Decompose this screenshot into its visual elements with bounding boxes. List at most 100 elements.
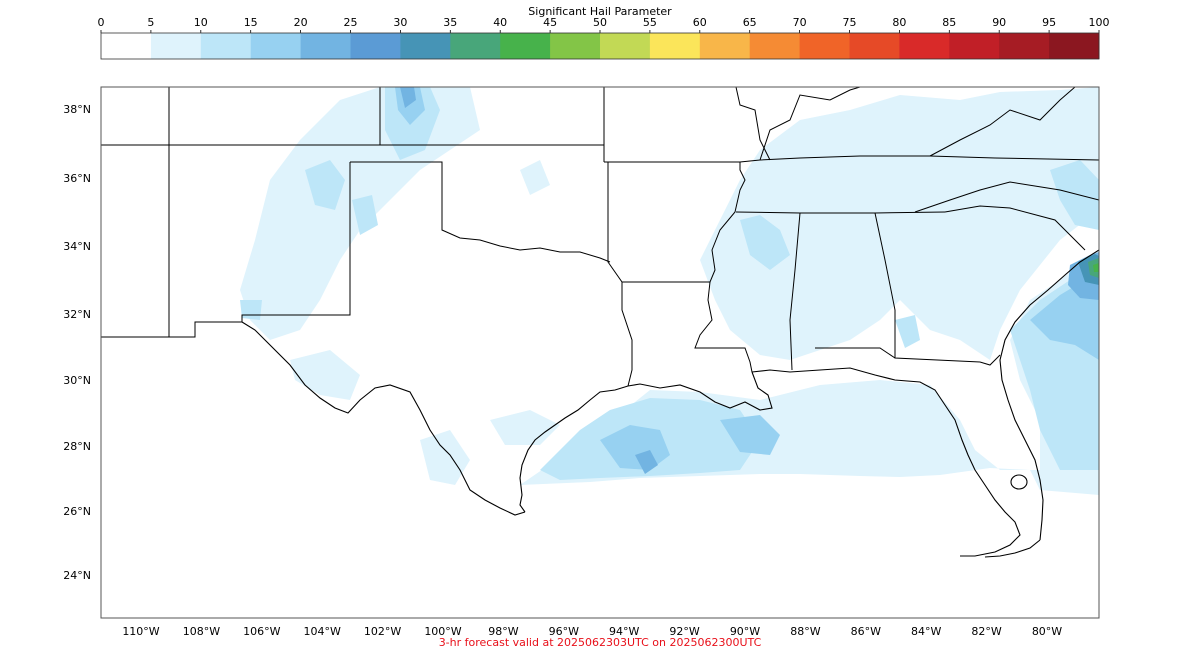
fill-texas-south [420, 430, 470, 485]
colorbar-swatch-7 [450, 33, 501, 59]
border-kentucky-northeast [759, 87, 861, 161]
colorbar-swatch-3 [250, 33, 302, 59]
latitude-label: 24°N [63, 569, 91, 582]
fill-southeast-light [700, 87, 1099, 360]
coastline-florida-keys [984, 539, 1041, 558]
coastline-louisiana [627, 371, 773, 411]
longitude-labels: 110°W 108°W 106°W 104°W 102°W 100°W 98°W 96°W 94… [122, 625, 1062, 638]
colorbar-swatch-11 [649, 33, 701, 59]
border-arkansas [607, 162, 746, 283]
colorbar-title: Significant Hail Parameter [528, 5, 672, 18]
colorbar-tick-label: 25 [344, 16, 358, 29]
colorbar-tick-label: 35 [443, 16, 457, 29]
colorbar-swatch-2 [200, 33, 252, 59]
fill-plains-moderate [305, 160, 345, 210]
coastlines [241, 249, 1099, 558]
fill-newmexico-moderate [352, 195, 378, 235]
border-tennessee-south [735, 211, 946, 214]
colorbar-swatch-6 [400, 33, 451, 59]
colorbar-tick-label: 40 [493, 16, 507, 29]
latitude-label: 34°N [63, 240, 91, 253]
fill-oklahoma-scattered [520, 160, 550, 195]
latitude-label: 36°N [63, 172, 91, 185]
longitude-label: 100°W [424, 625, 461, 638]
border-rio-grande [241, 321, 526, 516]
longitude-label: 110°W [122, 625, 159, 638]
colorbar-swatch-12 [699, 33, 751, 59]
border-alabama-florida [815, 347, 896, 359]
colorbar-swatch-15 [849, 33, 900, 59]
latitude-label: 38°N [63, 103, 91, 116]
longitude-label: 80°W [1032, 625, 1062, 638]
coastline-gulf-states [751, 367, 1021, 557]
latitude-label: 30°N [63, 374, 91, 387]
colorbar-swatch-16 [899, 33, 950, 59]
latitude-label: 26°N [63, 505, 91, 518]
longitude-label: 94°W [609, 625, 639, 638]
border-mississippi-alabama [789, 212, 801, 371]
colorbar-tick-label: 5 [147, 16, 154, 29]
longitude-label: 102°W [364, 625, 401, 638]
fill-alabama-moderate [895, 315, 920, 348]
latitude-labels: 38°N 36°N 34°N 32°N 30°N 28°N 26°N 24°N [63, 103, 91, 582]
map-panel [101, 87, 1099, 618]
longitude-label: 88°W [790, 625, 820, 638]
border-louisiana-mississippi [694, 281, 753, 373]
colorbar-tick-label: 60 [693, 16, 707, 29]
state-borders [101, 87, 1099, 387]
longitude-label: 98°W [488, 625, 518, 638]
fill-colorado-core [400, 87, 416, 108]
colorbar-tick-label: 10 [194, 16, 208, 29]
colorbar-swatch-10 [600, 33, 651, 59]
colorbar-tick-label: 50 [593, 16, 607, 29]
colorbar-tick-label: 100 [1089, 16, 1110, 29]
longitude-label: 86°W [851, 625, 881, 638]
longitude-label: 90°W [730, 625, 760, 638]
colorbar-swatch-4 [300, 33, 351, 59]
colorbar [101, 33, 1100, 59]
colorbar-tick-label: 80 [892, 16, 906, 29]
colorbar-swatch-19 [1049, 33, 1100, 59]
longitude-label: 96°W [549, 625, 579, 638]
colorbar-tick-label: 0 [98, 16, 105, 29]
border-alabama-georgia [874, 212, 981, 363]
fill-texas-coast-core [635, 450, 658, 474]
colorbar-swatch-14 [799, 33, 850, 59]
colorbar-tick-label: 30 [393, 16, 407, 29]
fill-louisiana-gulf [720, 415, 780, 455]
colorbar-swatch-1 [150, 33, 202, 59]
latitude-label: 32°N [63, 308, 91, 321]
colorbar-tick-label: 20 [294, 16, 308, 29]
border-georgia-florida [979, 354, 1001, 366]
longitude-label: 104°W [304, 625, 341, 638]
colorbar-swatch-13 [749, 33, 801, 59]
coastline-texas [519, 385, 629, 513]
lake-okeechobee [1010, 474, 1028, 490]
border-louisiana [621, 282, 633, 387]
colorbar-tick-label: 95 [1042, 16, 1056, 29]
colorbar-frame [100, 32, 1100, 60]
colorbar-tick-label: 90 [992, 16, 1006, 29]
fill-arizona-moderate [240, 300, 262, 320]
latitude-label: 28°N [63, 440, 91, 453]
colorbar-swatch-8 [500, 33, 551, 59]
longitude-label: 82°W [971, 625, 1001, 638]
colorbar-tick-label: 85 [942, 16, 956, 29]
fill-carolina-moderate [1050, 160, 1099, 230]
border-ok-panhandle [350, 161, 611, 263]
colorbar-tick-label: 65 [743, 16, 757, 29]
colorbar-tick-label: 75 [843, 16, 857, 29]
border-ohio-river [735, 87, 771, 161]
colorbar-swatch-9 [550, 33, 601, 59]
colorbar-tick-label: 70 [793, 16, 807, 29]
colorbar-tick-label: 55 [643, 16, 657, 29]
colorbar-swatch-0 [101, 33, 152, 59]
colorbar-swatch-17 [949, 33, 1000, 59]
colorbar-swatch-5 [350, 33, 401, 59]
map-frame [100, 86, 1100, 619]
coastline-florida-atlantic [999, 249, 1099, 541]
colorbar-swatch-18 [999, 33, 1050, 59]
border-georgia-sc [944, 205, 1086, 251]
